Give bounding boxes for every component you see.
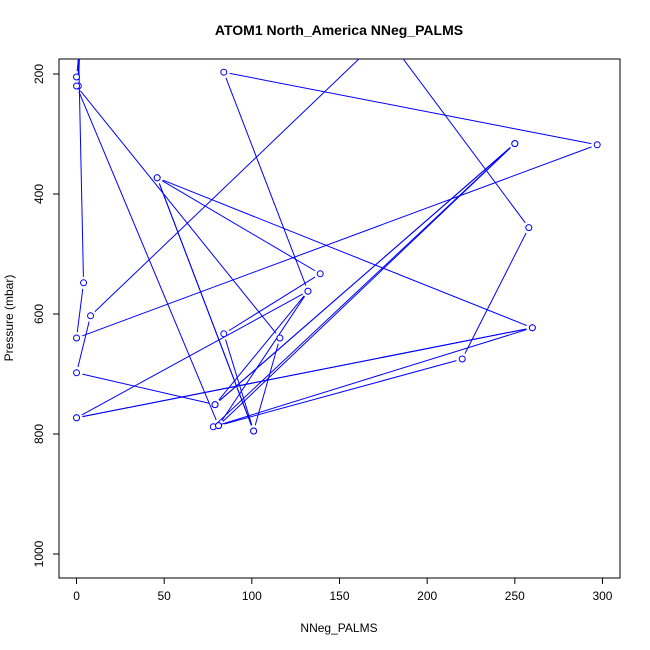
y-tick-label: 800	[32, 424, 46, 444]
data-point	[80, 279, 88, 287]
chart-title: ATOM1 North_America NNeg_PALMS	[215, 22, 463, 38]
series-segment	[254, 343, 279, 426]
series-segment	[224, 360, 457, 425]
series-segment	[162, 180, 316, 272]
y-tick-label: 600	[32, 304, 46, 324]
x-tick-label: 250	[505, 589, 525, 603]
y-tick-label: 200	[32, 64, 46, 84]
data-point	[593, 141, 601, 149]
series-segment	[218, 295, 305, 401]
series-segment	[402, 59, 526, 224]
data-point	[511, 140, 519, 148]
data-point	[220, 68, 228, 76]
series-segment	[229, 72, 592, 145]
series-segment	[158, 183, 252, 426]
series-segment	[219, 147, 511, 402]
y-tick-label: 400	[32, 184, 46, 204]
data-point	[304, 287, 312, 295]
data-point	[153, 174, 161, 182]
series-segment	[79, 90, 277, 334]
x-axis: 0 50 100 150 200 250 300	[73, 578, 613, 603]
data-point	[73, 369, 81, 377]
data-point	[73, 82, 81, 90]
series-segment	[81, 293, 303, 416]
data-point	[458, 355, 466, 363]
data-point	[215, 422, 223, 430]
data-point	[211, 401, 219, 409]
series-segment	[464, 232, 527, 354]
y-tick-label: 1000	[32, 540, 46, 567]
series-segment	[82, 373, 210, 404]
series-segment	[81, 146, 592, 337]
series-segment	[217, 147, 511, 424]
series-segment	[228, 276, 316, 332]
point-markers	[73, 68, 601, 435]
series-segment	[78, 91, 217, 421]
data-point	[73, 414, 81, 422]
series-segment	[94, 59, 360, 313]
series-segment	[225, 77, 307, 286]
data-point	[87, 312, 95, 320]
x-axis-label: NNeg_PALMS	[300, 621, 377, 635]
x-tick-label: 200	[417, 589, 437, 603]
plot-frame	[58, 58, 621, 579]
x-tick-label: 0	[73, 589, 80, 603]
y-axis-label: Pressure (mbar)	[2, 275, 16, 362]
series-segment	[218, 329, 527, 426]
data-point	[525, 224, 533, 232]
data-point	[73, 334, 81, 342]
data-point	[250, 427, 258, 435]
y-axis: 200 400 600 800 1000	[32, 64, 59, 567]
series-segment	[76, 288, 84, 333]
x-tick-label: 300	[592, 589, 612, 603]
data-point	[220, 330, 228, 338]
data-point	[316, 270, 324, 278]
plot-area	[76, 59, 592, 426]
series-segment	[77, 321, 90, 368]
series-segment	[82, 328, 527, 418]
data-point	[73, 73, 81, 81]
series-segment	[225, 339, 253, 426]
series-segment	[162, 179, 527, 327]
data-point	[528, 324, 536, 332]
x-tick-label: 100	[242, 589, 262, 603]
series-segment	[221, 295, 306, 421]
x-tick-label: 50	[158, 589, 172, 603]
x-tick-label: 150	[329, 589, 349, 603]
data-point	[276, 334, 284, 342]
